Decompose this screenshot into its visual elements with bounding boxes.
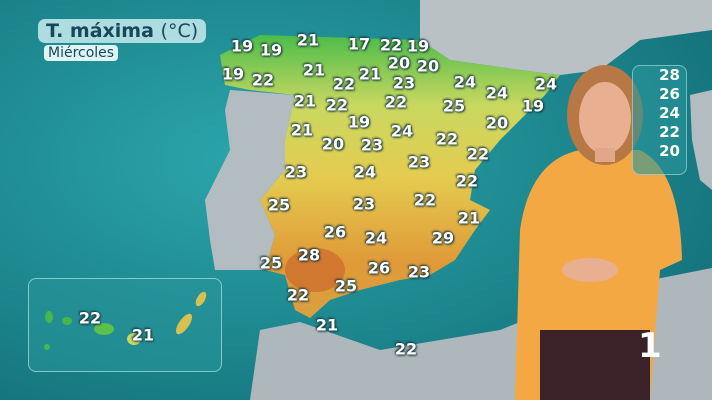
portugal-landmass [205,90,295,270]
temperature-label-canarias: 22 [78,308,102,328]
temperature-label: 23 [407,152,431,172]
temperature-label: 24 [453,72,477,92]
temperature-label: 23 [407,262,431,282]
legend-value: 26 [659,85,680,103]
temperature-label: 20 [387,53,411,73]
temperature-label-africa: 21 [315,315,339,335]
temperature-label: 23 [284,162,308,182]
temperature-label: 22 [332,74,356,94]
temperature-label: 22 [413,190,437,210]
day-label: Miércoles [44,45,119,61]
temperature-label: 20 [485,113,509,133]
temperature-label: 19 [259,40,283,60]
channel-logo: 1 [638,326,662,366]
canary-islands-map [44,291,207,350]
andalusia-hot-zone [285,248,345,292]
temperature-label: 21 [358,64,382,84]
temperature-label: 26 [367,258,391,278]
temperature-legend: 28 26 24 22 20 [632,65,687,175]
temperature-label: 25 [442,96,466,116]
sardinia-landmass [690,90,712,190]
temperature-label: 22 [455,171,479,191]
temperature-label-africa: 22 [394,339,418,359]
temperature-label: 22 [384,92,408,112]
france-landmass [420,0,712,75]
temperature-label: 22 [251,70,275,90]
title-unit: (°C) [160,20,199,42]
temperature-label: 24 [485,83,509,103]
spain-landmass [220,35,560,318]
temperature-label: 25 [334,276,358,296]
temperature-label: 24 [364,228,388,248]
temperature-label: 20 [321,134,345,154]
temperature-label: 26 [323,222,347,242]
temperature-label: 21 [457,208,481,228]
map-title: T. máxima (°C) [38,19,207,43]
temperature-label: 19 [230,36,254,56]
temperature-label-canarias: 21 [131,325,155,345]
legend-value: 24 [659,104,680,122]
temperature-label: 19 [406,36,430,56]
temperature-label: 22 [286,285,310,305]
canary-islands-inset [28,278,222,372]
title-text: T. máxima [46,20,154,42]
temperature-label: 17 [347,34,371,54]
temperature-label: 24 [534,74,558,94]
temperature-label: 23 [352,194,376,214]
temperature-label: 21 [302,60,326,80]
temperature-label: 21 [296,30,320,50]
temperature-label: 25 [259,253,283,273]
temperature-label: 23 [392,73,416,93]
legend-value: 22 [659,123,680,141]
temperature-label: 19 [221,64,245,84]
temperature-label: 19 [521,96,545,116]
temperature-label: 21 [290,120,314,140]
presenter [515,65,682,400]
temperature-label: 22 [435,129,459,149]
temperature-label: 21 [293,91,317,111]
temperature-label: 29 [431,228,455,248]
temperature-label: 19 [347,112,371,132]
temperature-label: 25 [267,195,291,215]
temperature-label: 22 [466,144,490,164]
temperature-label: 24 [353,162,377,182]
legend-value: 28 [659,66,680,84]
legend-value: 20 [659,142,680,160]
temperature-label: 22 [325,95,349,115]
temperature-label: 20 [416,56,440,76]
temperature-label: 23 [360,135,384,155]
temperature-label: 24 [390,121,414,141]
temperature-label: 22 [379,35,403,55]
temperature-label: 28 [297,245,321,265]
